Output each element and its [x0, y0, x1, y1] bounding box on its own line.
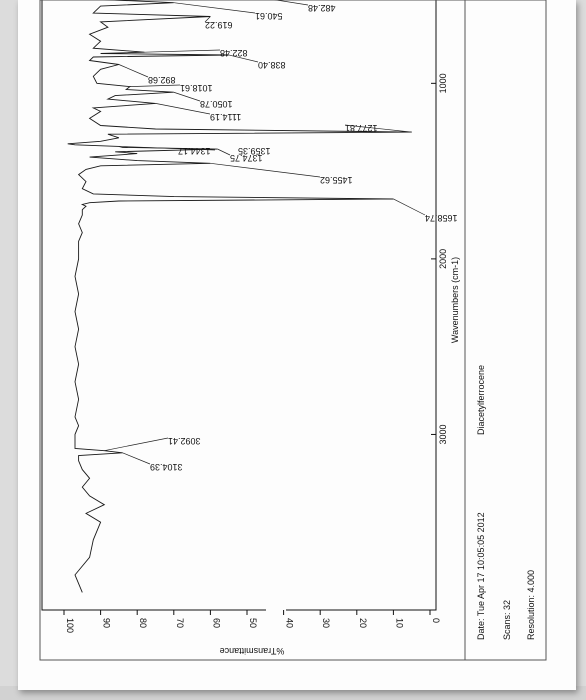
peak-leader	[344, 124, 412, 133]
peak-label: 1658.74	[425, 213, 458, 223]
info-sample: Diacetylferrocene	[476, 365, 486, 435]
x-tick-label: 3000	[438, 424, 448, 444]
peak-leader	[129, 84, 181, 87]
peak-leader	[173, 91, 201, 102]
peak-label: 3092.41	[168, 436, 201, 446]
x-tick-label: 1000	[438, 73, 448, 93]
y-axis-title: %Transmittance	[220, 646, 285, 656]
peak-label: 822.48	[220, 48, 248, 58]
page-border	[39, 0, 547, 661]
peak-label: 838.40	[258, 60, 286, 70]
peak-annotations: 3104.39 3092.41 1658.74 1455.62 1374.751359.…	[104, 0, 458, 472]
spectrum-page	[18, 0, 576, 690]
y-tick-label: 70	[175, 618, 185, 628]
peak-label: 1050.78	[200, 99, 233, 109]
peak-label: 482.48	[308, 3, 336, 13]
y-tick-label: 60	[211, 618, 221, 628]
y-tick-label: 90	[102, 618, 112, 628]
info-date: Date: Tue Apr 17 10:05:05 2012	[476, 512, 486, 640]
peak-label: 1359.35	[238, 146, 271, 156]
info-block: Date: Tue Apr 17 10:05:05 2012 Scans: 32 R…	[476, 365, 536, 640]
peak-leader	[210, 162, 321, 178]
peak-leader	[204, 16, 211, 23]
peak-label: 619.22	[205, 20, 233, 30]
peak-label: 540.61	[255, 11, 283, 21]
spectrum-line	[67, 0, 412, 593]
y-tick-label: 30	[321, 618, 331, 628]
x-tick-label: 2000	[438, 249, 448, 269]
axis-break	[266, 604, 286, 616]
peak-leader	[122, 452, 151, 465]
peak-leader	[144, 49, 221, 53]
chart-frame	[39, 0, 547, 661]
peak-label: 1344.17	[178, 146, 211, 156]
peak-leader	[118, 146, 216, 151]
info-resolution: Resolution: 4.000	[526, 570, 536, 640]
x-axis-title: Wavenumbers (cm-1)	[450, 257, 460, 343]
info-scans: Scans: 32	[502, 600, 512, 640]
peak-leader	[393, 198, 426, 216]
peak-label: 1277.81	[345, 123, 378, 133]
peak-label: 1374.75	[230, 153, 263, 163]
peak-leader	[217, 148, 231, 156]
peak-label: 1114.19	[210, 112, 241, 122]
peak-leader	[118, 64, 149, 78]
peak-label: 1455.62	[320, 175, 353, 185]
peak-leader	[274, 0, 309, 6]
y-tick-label: 40	[285, 618, 295, 628]
y-tick-label: 50	[248, 618, 258, 628]
peak-label: 892.68	[148, 75, 176, 85]
peak-label: 1018.61	[180, 83, 213, 93]
peak-leader	[155, 103, 211, 115]
axis-ticks: 100 90 80 70 60 50 40 30 20 10 0%Transmittance3000…	[63, 73, 460, 656]
peak-label: 3104.39	[150, 462, 183, 472]
peak-leader	[104, 437, 169, 452]
spectrum-series	[67, 0, 412, 593]
y-tick-label: 0	[431, 618, 441, 623]
y-tick-label: 20	[358, 618, 368, 628]
y-tick-label: 10	[394, 618, 404, 628]
y-tick-label: 100	[65, 618, 75, 633]
plot-border	[41, 0, 437, 611]
y-tick-label: 80	[138, 618, 148, 628]
peak-leader	[228, 54, 259, 63]
peak-leader	[173, 2, 256, 14]
